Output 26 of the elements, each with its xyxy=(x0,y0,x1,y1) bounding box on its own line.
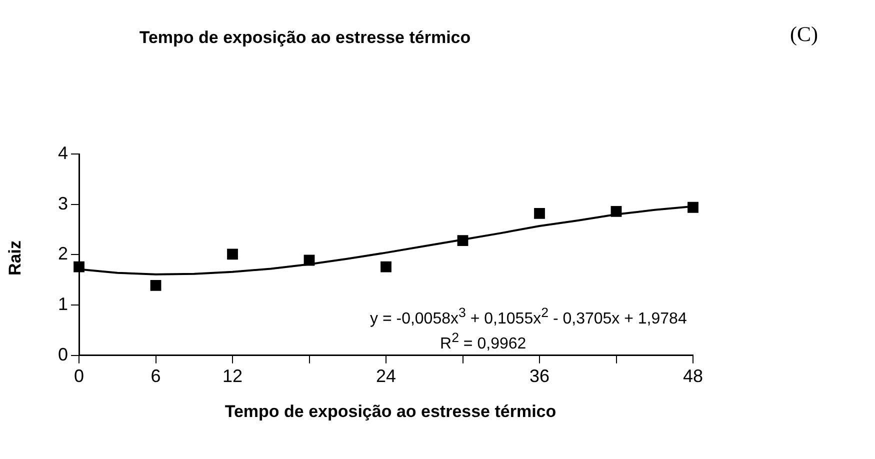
x-tick-label: 12 xyxy=(222,366,243,386)
point xyxy=(304,254,315,266)
x-tick-label: 48 xyxy=(682,366,704,386)
point xyxy=(610,206,622,217)
chart-title: Tempo de exposição ao estresse térmico xyxy=(138,28,472,48)
annotation: y = -0,0058x$^{3}$ + 0,1055x$^{2}$ - 0,3705x + 1,9784 xyxy=(370,305,687,328)
point xyxy=(534,208,545,219)
point xyxy=(380,261,392,272)
x-tick-label: 6 xyxy=(150,366,161,386)
y-axis-title: Raiz xyxy=(5,240,26,276)
text: (C) xyxy=(790,22,818,47)
point xyxy=(457,235,468,246)
y-tick-label: 1 xyxy=(58,294,68,314)
point xyxy=(150,280,162,291)
point xyxy=(74,261,84,272)
point xyxy=(227,248,238,260)
x-axis-title: Tempo de exposição ao estresse térmico xyxy=(224,402,558,422)
y-tick-label: 3 xyxy=(58,193,68,214)
y-tick-label: 2 xyxy=(58,244,68,264)
annotation: R$^{2}$ = 0,9962 xyxy=(440,330,526,354)
y-tick-label: 4 xyxy=(58,142,68,163)
point xyxy=(688,202,698,213)
x-tick-label: 0 xyxy=(74,366,84,386)
x-tick-label: 24 xyxy=(376,366,396,386)
x-tick-label: 36 xyxy=(529,366,550,386)
y-tick-label: 0 xyxy=(58,344,68,364)
